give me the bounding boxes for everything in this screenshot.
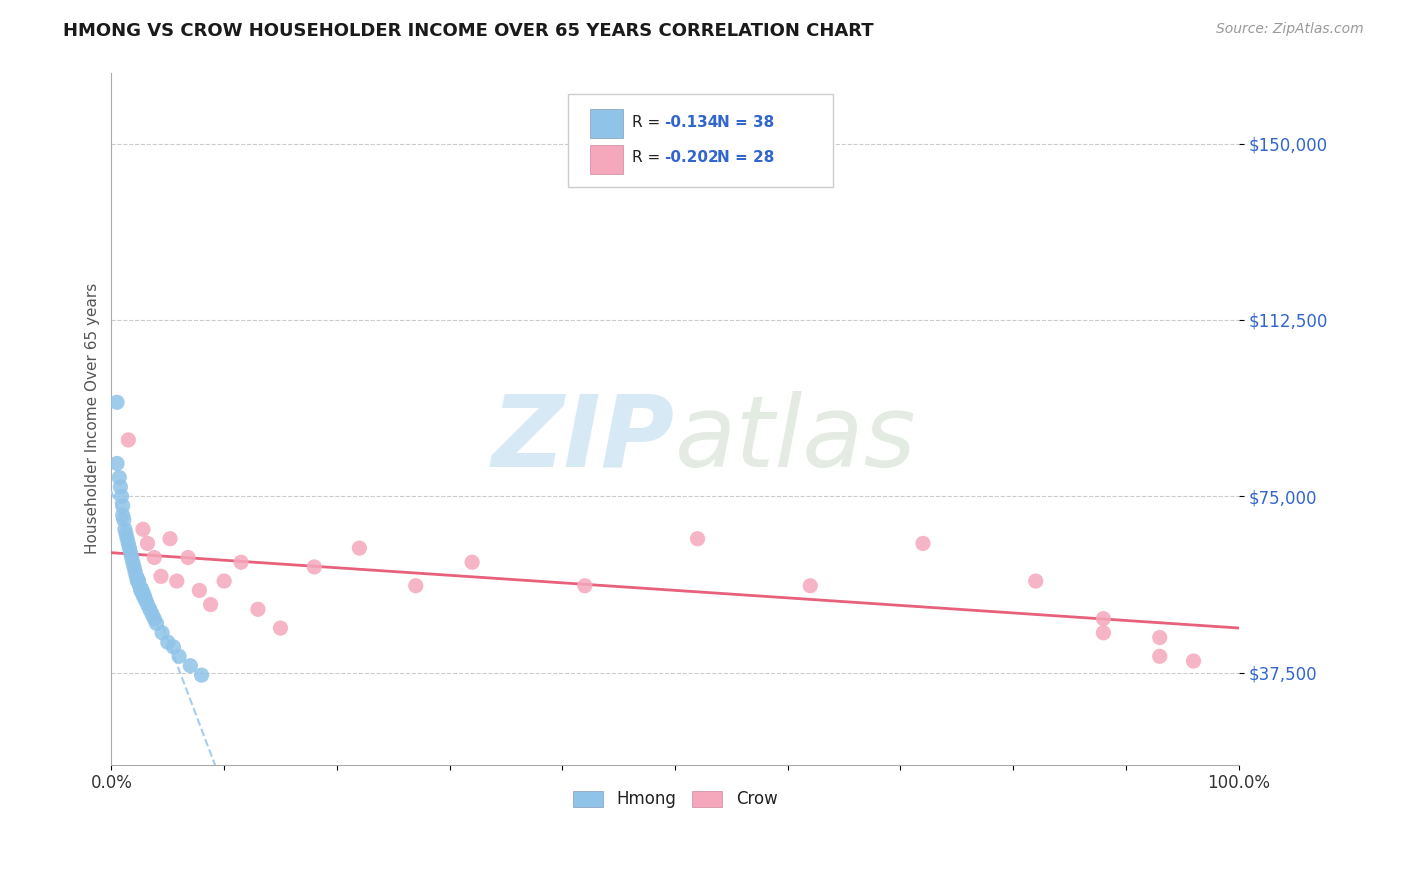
Point xyxy=(304,560,326,574)
Point xyxy=(132,588,155,602)
Point xyxy=(105,395,128,409)
Point xyxy=(212,574,235,588)
Point xyxy=(349,541,371,555)
Point xyxy=(574,579,596,593)
Point xyxy=(246,602,269,616)
Text: -0.202: -0.202 xyxy=(664,151,718,165)
Point xyxy=(127,574,149,588)
Point xyxy=(131,583,153,598)
Point xyxy=(117,536,139,550)
Point xyxy=(114,522,136,536)
Point xyxy=(117,433,139,447)
Point xyxy=(115,527,138,541)
Point xyxy=(200,598,222,612)
Point xyxy=(167,649,190,664)
Point xyxy=(111,499,134,513)
Text: Source: ZipAtlas.com: Source: ZipAtlas.com xyxy=(1216,22,1364,37)
Point xyxy=(127,574,149,588)
Point xyxy=(1182,654,1205,668)
Point xyxy=(150,569,173,583)
Point xyxy=(134,592,156,607)
Point xyxy=(115,532,138,546)
Point xyxy=(124,565,146,579)
Point xyxy=(112,513,135,527)
Point xyxy=(136,598,159,612)
Point xyxy=(188,583,211,598)
Point xyxy=(121,555,143,569)
Legend: Hmong, Crow: Hmong, Crow xyxy=(565,784,785,815)
Point xyxy=(799,579,821,593)
FancyBboxPatch shape xyxy=(568,94,832,187)
Point xyxy=(108,470,131,484)
Point xyxy=(911,536,934,550)
Point xyxy=(105,457,128,471)
Text: ZIP: ZIP xyxy=(492,391,675,488)
FancyBboxPatch shape xyxy=(591,145,623,174)
Point xyxy=(129,583,152,598)
Point xyxy=(405,579,427,593)
Point xyxy=(141,607,163,621)
Text: R =: R = xyxy=(633,151,665,165)
Point xyxy=(461,555,484,569)
Point xyxy=(177,550,200,565)
Text: HMONG VS CROW HOUSEHOLDER INCOME OVER 65 YEARS CORRELATION CHART: HMONG VS CROW HOUSEHOLDER INCOME OVER 65… xyxy=(63,22,875,40)
Point xyxy=(132,522,155,536)
Point xyxy=(118,541,141,555)
Point xyxy=(143,612,166,626)
FancyBboxPatch shape xyxy=(591,109,623,137)
Text: R =: R = xyxy=(633,115,665,130)
Point xyxy=(150,625,173,640)
Point xyxy=(1149,649,1171,664)
Point xyxy=(128,579,150,593)
Point xyxy=(1149,631,1171,645)
Text: N = 28: N = 28 xyxy=(717,151,775,165)
Point xyxy=(110,489,132,503)
Point xyxy=(1025,574,1047,588)
Point xyxy=(162,640,184,654)
Point xyxy=(159,532,181,546)
Point xyxy=(120,546,142,560)
Point xyxy=(138,602,160,616)
Text: -0.134: -0.134 xyxy=(664,115,718,130)
Point xyxy=(229,555,252,569)
Point xyxy=(122,560,145,574)
Point xyxy=(1092,625,1115,640)
Point xyxy=(110,480,132,494)
Point xyxy=(1092,612,1115,626)
Point xyxy=(145,616,167,631)
Point xyxy=(179,658,201,673)
Point xyxy=(132,588,155,602)
Point xyxy=(143,550,166,565)
Point xyxy=(111,508,134,523)
Point xyxy=(190,668,212,682)
Point xyxy=(156,635,179,649)
Point xyxy=(121,550,143,565)
Point xyxy=(269,621,291,635)
Point xyxy=(166,574,188,588)
Point xyxy=(125,569,148,583)
Point xyxy=(686,532,709,546)
Point xyxy=(136,536,159,550)
Y-axis label: Householder Income Over 65 years: Householder Income Over 65 years xyxy=(86,283,100,554)
Text: atlas: atlas xyxy=(675,391,917,488)
Text: N = 38: N = 38 xyxy=(717,115,773,130)
